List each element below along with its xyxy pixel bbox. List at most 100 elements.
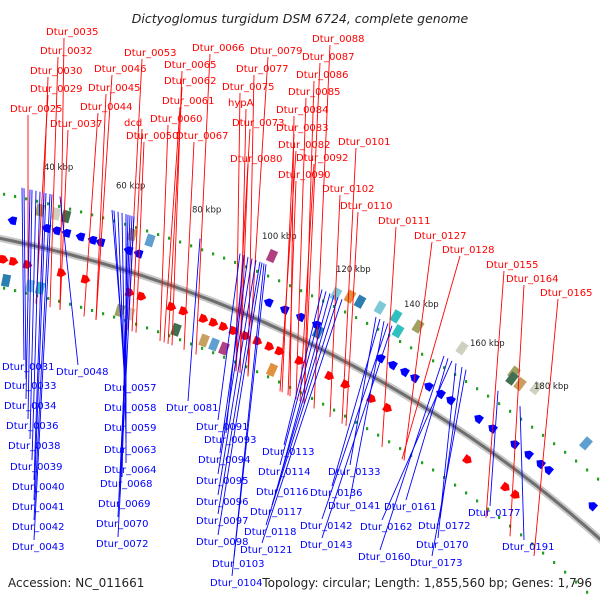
reverse-leader-line [217,262,263,536]
forward-gene-label: Dtur_0032 [40,46,93,57]
reverse-gene-arrow [75,232,86,242]
reverse-gene-label: Dtur_0103 [212,559,265,570]
reverse-gene-label: Dtur_0097 [196,516,249,527]
forward-gene-label: Dtur_0075 [222,82,275,93]
tick-mark [3,192,6,196]
tick-mark [355,316,358,320]
reverse-leader-line [21,187,25,361]
reverse-leader-line [219,256,249,454]
forward-gene-label: Dtur_0086 [296,70,349,81]
forward-label-group: Dtur_0035 Dtur_0032 Dtur_0030 Dtur_0029 Dtur… [10,27,593,557]
reverse-leader-line [217,261,261,515]
map-title: Dictyoglomus turgidum DSM 6724, complete… [132,11,469,26]
reverse-leader-line [381,360,453,521]
reverse-leader-line [431,369,467,557]
reverse-gene-label: Dtur_0104 [210,578,263,589]
tick-mark [223,355,226,359]
reverse-gene-label: Dtur_0177 [468,508,521,519]
tick-mark [399,447,402,451]
reverse-gene-arrow [536,459,547,470]
reverse-gene-label: Dtur_0118 [244,527,297,538]
reverse-label-group: Dtur_0031 Dtur_0033 Dtur_0034 Dtur_0036 Dtur… [2,187,555,589]
forward-gene-label: Dtur_0066 [192,43,245,54]
tick-mark [146,326,149,330]
reverse-leader-line [117,216,135,538]
reverse-leader-line [25,189,31,400]
tick-mark [542,433,545,437]
forward-leader-line [287,180,297,396]
feature-block [218,341,230,356]
forward-leader-line [381,226,397,447]
tick-mark [465,491,468,495]
forward-gene-label: Dtur_0061 [162,96,215,107]
tick-mark [179,240,182,244]
tick-mark [366,427,369,431]
forward-leader-line [135,141,145,333]
reverse-gene-label: Dtur_0040 [12,482,65,493]
tick-mark [212,252,215,256]
forward-gene-label: Dtur_0101 [338,137,391,148]
reverse-leader-line [489,390,499,507]
tick-mark [124,319,127,323]
tick-mark [157,330,160,334]
forward-gene-label: Dtur_0060 [150,114,203,125]
forward-gene-label: Dtur_0090 [278,170,331,181]
kbp-label: 140 kbp [404,300,439,310]
tick-mark [58,204,61,208]
tick-mark [553,561,556,565]
forward-gene-label: Dtur_0029 [30,84,83,95]
reverse-gene-label: Dtur_0059 [104,423,157,434]
tick-mark [80,305,83,309]
reverse-leader-line [271,295,335,506]
reverse-gene-arrow [7,216,18,226]
tick-mark [278,380,281,384]
reverse-gene-label: Dtur_0161 [384,502,437,513]
reverse-gene-label: Dtur_0057 [104,383,157,394]
reverse-gene-label: Dtur_0064 [104,465,157,476]
tick-mark [586,468,589,472]
forward-leader-line [401,255,461,460]
forward-gene-arrow [136,291,147,301]
forward-leader-line [59,129,69,310]
reverse-leader-line [279,291,327,466]
feature-block [60,209,72,224]
forward-gene-label: Dtur_0155 [486,260,539,271]
tick-mark [333,408,336,412]
forward-leader-line [279,150,297,392]
reverse-leader-line [349,316,377,466]
tick-mark [3,286,6,290]
tick-mark [135,226,138,230]
kbp-label-group: 40 kbp 60 kbp 80 kbp 100 kbp 120 kbp 140 kbp 1… [44,163,569,392]
forward-leader-line [159,124,169,342]
forward-leader-line [131,128,143,332]
reverse-gene-label: Dtur_0098 [196,537,249,548]
tick-mark [124,222,127,226]
forward-leader-line [299,163,315,402]
kbp-label: 120 kbp [336,265,371,275]
reverse-gene-label: Dtur_0036 [6,421,59,432]
reverse-gene-label: Dtur_0070 [96,519,149,530]
tick-mark [564,570,567,574]
tick-mark [597,477,600,481]
forward-gene-arrow [324,370,335,381]
tick-mark [69,302,72,306]
forward-leader-line [345,211,359,426]
feature-block [455,340,469,356]
tick-mark [212,351,215,355]
reverse-gene-arrow [61,228,72,238]
reverse-gene-arrow [510,440,520,450]
reverse-gene-arrow [388,360,398,371]
tick-mark [564,450,567,454]
tick-mark [102,312,105,316]
tick-mark [267,375,270,379]
tick-mark [146,229,149,233]
forward-gene-label: Dtur_0128 [442,245,495,256]
forward-leader-line [163,106,181,343]
tick-mark [421,352,424,356]
tick-mark [553,442,556,446]
reverse-gene-label: Dtur_0058 [104,403,157,414]
forward-gene-arrow [500,481,510,492]
tick-mark [267,274,270,278]
tick-mark [168,236,171,240]
reverse-gene-label: Dtur_0173 [410,558,463,569]
